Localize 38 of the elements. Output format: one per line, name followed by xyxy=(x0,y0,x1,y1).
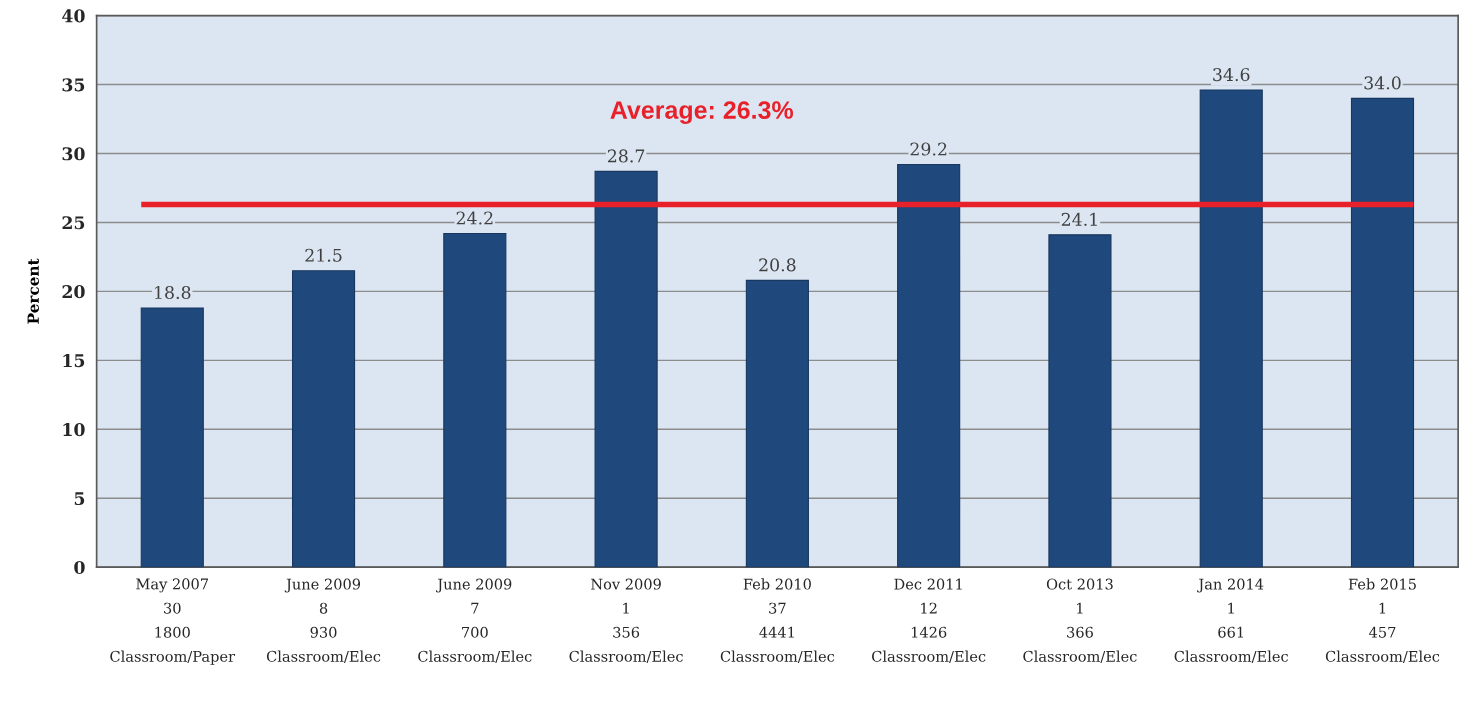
bar xyxy=(1048,234,1112,568)
data-label: 28.7 xyxy=(607,149,645,163)
bar xyxy=(1199,89,1263,568)
ref-line-label: Average: 26.3% xyxy=(610,101,794,124)
bar xyxy=(594,170,658,568)
x-tick-label: Nov 2009 1 356 Classroom/Elec xyxy=(569,578,683,664)
bar xyxy=(140,307,204,568)
x-tick-label: May 2007 30 1800 Classroom/Paper xyxy=(110,578,236,665)
data-label: 29.2 xyxy=(910,142,947,156)
bar xyxy=(291,270,356,568)
bar xyxy=(443,232,507,568)
y-tick-label: 15 xyxy=(63,354,85,368)
data-label: 34.6 xyxy=(1213,68,1250,82)
x-tick-label: Dec 2011 12 1426 Classroom/Elec xyxy=(872,578,986,664)
y-tick-label: 40 xyxy=(62,9,85,23)
x-tick-label: Feb 2010 37 4441 Classroom/Elec xyxy=(720,578,835,664)
data-label: 34.0 xyxy=(1364,76,1401,90)
y-tick-label: 5 xyxy=(74,492,85,506)
x-tick-label: Oct 2013 1 366 Classroom/Elec xyxy=(1023,578,1137,664)
data-label: 21.5 xyxy=(305,248,342,262)
x-tick-label: Feb 2015 1 457 Classroom/Elec xyxy=(1325,578,1440,664)
y-tick-label: 30 xyxy=(62,147,85,161)
x-tick-label: June 2009 7 700 Classroom/Elec xyxy=(418,578,532,664)
bar xyxy=(897,163,961,568)
data-label: 20.8 xyxy=(759,258,796,272)
y-tick-label: 10 xyxy=(63,423,85,437)
x-tick-label: Jan 2014 1 661 Classroom/Elec xyxy=(1174,578,1288,664)
data-label: 24.1 xyxy=(1061,212,1097,226)
y-tick-label: 35 xyxy=(62,78,85,92)
x-tick-label: June 2009 8 930 Classroom/Elec xyxy=(266,578,381,664)
data-label: 24.2 xyxy=(456,211,493,225)
y-axis-title: Percent xyxy=(27,258,39,324)
bar xyxy=(745,279,809,568)
y-tick-label: 25 xyxy=(62,216,85,230)
bar xyxy=(1350,97,1415,568)
y-tick-label: 0 xyxy=(74,560,85,575)
y-tick-label: 20 xyxy=(62,285,85,299)
data-label: 18.8 xyxy=(155,285,191,300)
